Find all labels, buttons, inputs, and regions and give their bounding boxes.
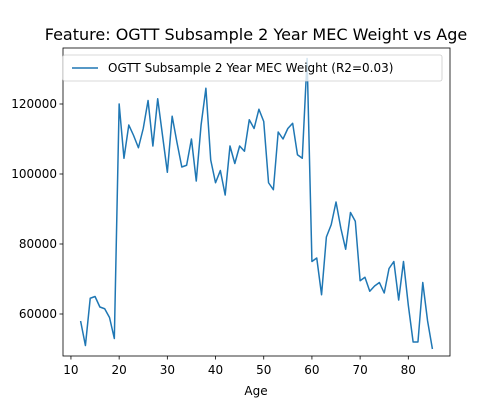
x-tick-label: 10: [63, 363, 78, 377]
x-tick-label: 60: [304, 363, 319, 377]
legend-entry-label: OGTT Subsample 2 Year MEC Weight (R2=0.0…: [108, 61, 393, 75]
x-tick-label: 20: [112, 363, 127, 377]
y-tick-label: 60000: [19, 307, 57, 321]
x-tick-label: 40: [208, 363, 223, 377]
legend: OGTT Subsample 2 Year MEC Weight (R2=0.0…: [62, 54, 443, 82]
y-tick-label: 120000: [11, 97, 57, 111]
x-axis-label: Age: [244, 384, 267, 398]
x-tick-label: 50: [256, 363, 271, 377]
series-line: [79, 57, 434, 350]
x-tick-label: 30: [160, 363, 175, 377]
x-tick-label: 70: [352, 363, 367, 377]
y-tick-label: 100000: [11, 167, 57, 181]
plot-area-frame: [62, 47, 451, 357]
series-layer: [79, 57, 434, 350]
chart-title: Feature: OGTT Subsample 2 Year MEC Weigh…: [45, 25, 467, 44]
legend-box: [62, 54, 443, 82]
ticks-layer: 10 20 30 40 50 60 70 80 60000 80000 100000 120000: [11, 97, 416, 377]
x-tick-label: 80: [401, 363, 416, 377]
y-tick-label: 80000: [19, 237, 57, 251]
